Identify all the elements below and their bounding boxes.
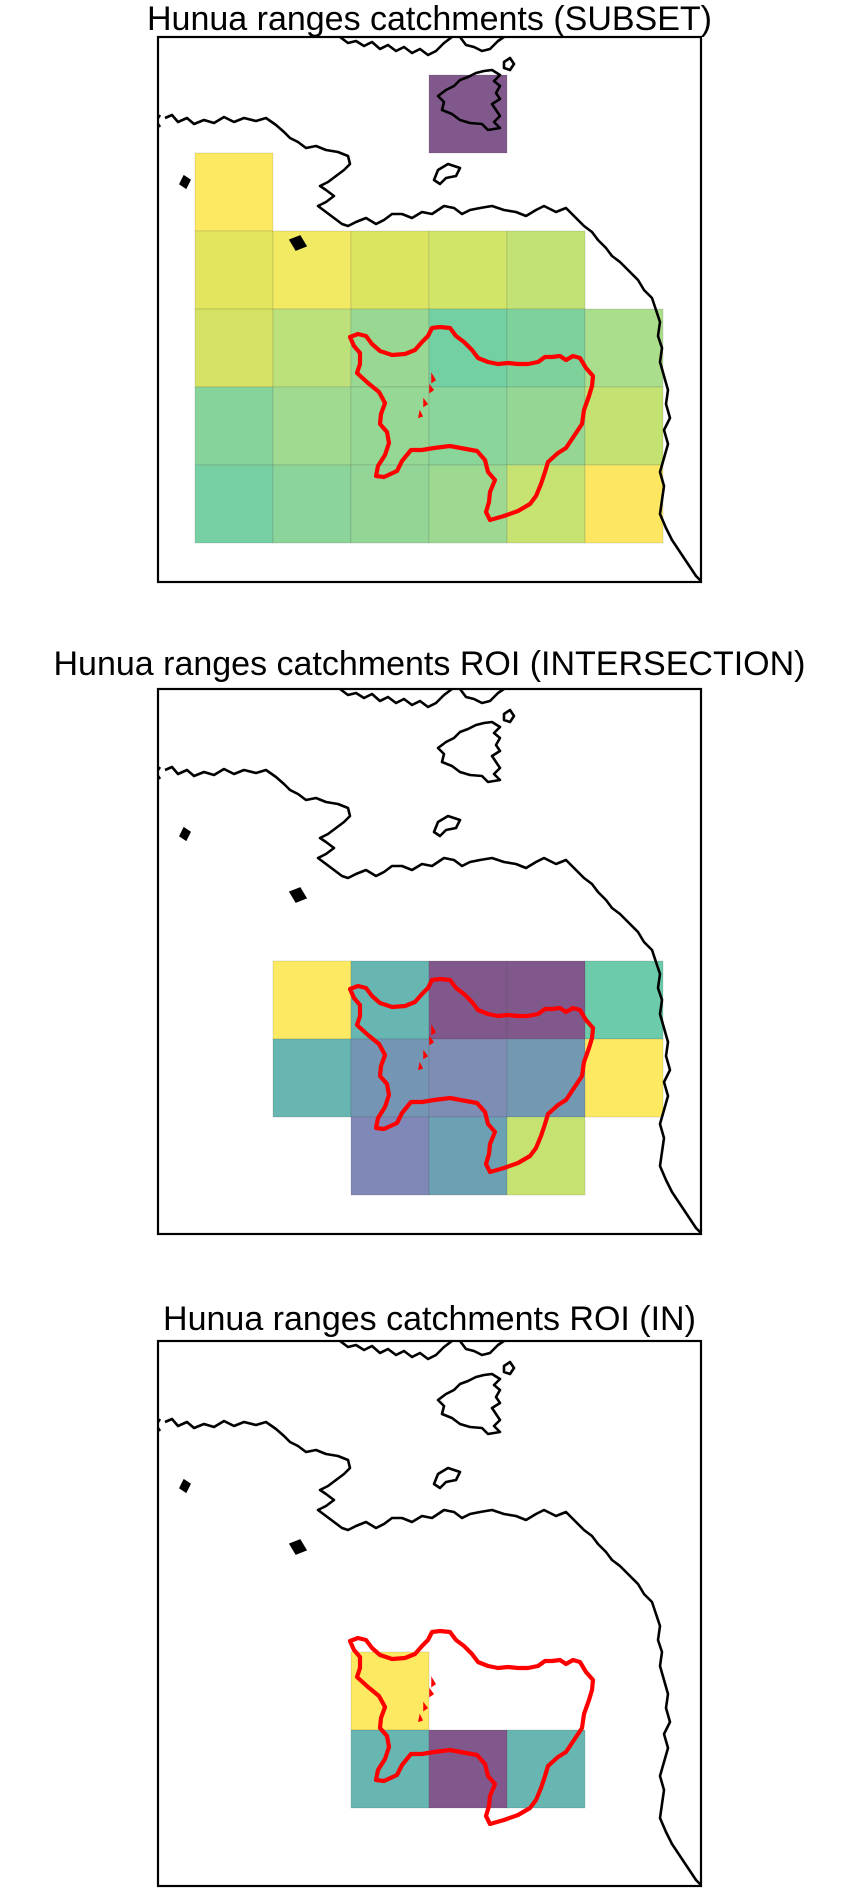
grid-cell: [584, 386, 664, 466]
coastline-path: [158, 56, 516, 186]
grid-cell: [428, 1038, 508, 1118]
coastline-path: [164, 765, 701, 1234]
map-frame: [156, 687, 703, 1236]
grid-cell: [428, 464, 508, 544]
island-path: [179, 1478, 308, 1555]
grid-cell: [506, 308, 586, 388]
grid-cell: [272, 230, 352, 310]
grid-cells: [272, 960, 664, 1196]
grid-cell: [428, 1116, 508, 1196]
grid-cell: [584, 308, 664, 388]
grid-cell: [272, 308, 352, 388]
coastline-path: [339, 689, 505, 709]
map-in: [156, 1339, 703, 1888]
catchment-islands: [418, 372, 437, 419]
grid-cell: [272, 464, 352, 544]
grid-cell: [194, 386, 274, 466]
grid-cell: [194, 308, 274, 388]
grid-cell: [350, 1038, 430, 1118]
grid-cell: [350, 464, 430, 544]
grid-cells: [350, 1651, 586, 1809]
island-path: [179, 174, 308, 251]
grid-cell: [506, 1116, 586, 1196]
grid-cell: [506, 464, 586, 544]
coastline-path: [158, 1360, 516, 1490]
coastline: [158, 1341, 701, 1886]
grid-cell: [584, 960, 664, 1040]
panel-title-subset: Hunua ranges catchments (SUBSET): [146, 0, 713, 38]
coastline: [158, 689, 701, 1234]
grid-cell: [584, 1038, 664, 1118]
grid-cell: [584, 464, 664, 544]
catchment-boundary: [347, 976, 596, 1175]
coastline: [158, 37, 701, 582]
grid-cell: [272, 386, 352, 466]
grid-cell: [194, 152, 274, 232]
grid-cell: [350, 386, 430, 466]
grid-cell: [506, 1038, 586, 1118]
grid-cell: [506, 386, 586, 466]
coastline-path: [164, 1417, 701, 1886]
grid-cell: [428, 386, 508, 466]
map-intersection: [156, 687, 703, 1236]
catchment-islands: [418, 1676, 437, 1723]
map-subset: [156, 35, 703, 584]
grid-cell: [350, 1651, 430, 1731]
grid-cell: [506, 230, 586, 310]
catchment-islands: [418, 1024, 437, 1071]
grid-cell: [428, 74, 508, 154]
panel-title-in: Hunua ranges catchments ROI (IN): [163, 1300, 696, 1338]
grid-cell: [506, 960, 586, 1040]
grid-cell: [350, 230, 430, 310]
grid-cell: [428, 230, 508, 310]
panel-title-intersection: Hunua ranges catchments ROI (INTERSECTIO…: [53, 645, 806, 683]
grid-cell: [272, 1038, 352, 1118]
grid-cell: [194, 230, 274, 310]
grid-cell: [194, 464, 274, 544]
map-frame: [156, 35, 703, 584]
coastline-path: [339, 37, 505, 57]
grid-cells: [194, 74, 664, 544]
catchment-boundary: [347, 1628, 596, 1827]
grid-cell: [428, 1729, 508, 1809]
grid-cell: [272, 960, 352, 1040]
island-path: [179, 826, 308, 903]
coastline-path: [158, 708, 516, 838]
catchment-boundary: [347, 324, 596, 523]
grid-cell: [350, 1116, 430, 1196]
coastline-path: [164, 113, 701, 582]
coastline-path: [339, 1341, 505, 1361]
